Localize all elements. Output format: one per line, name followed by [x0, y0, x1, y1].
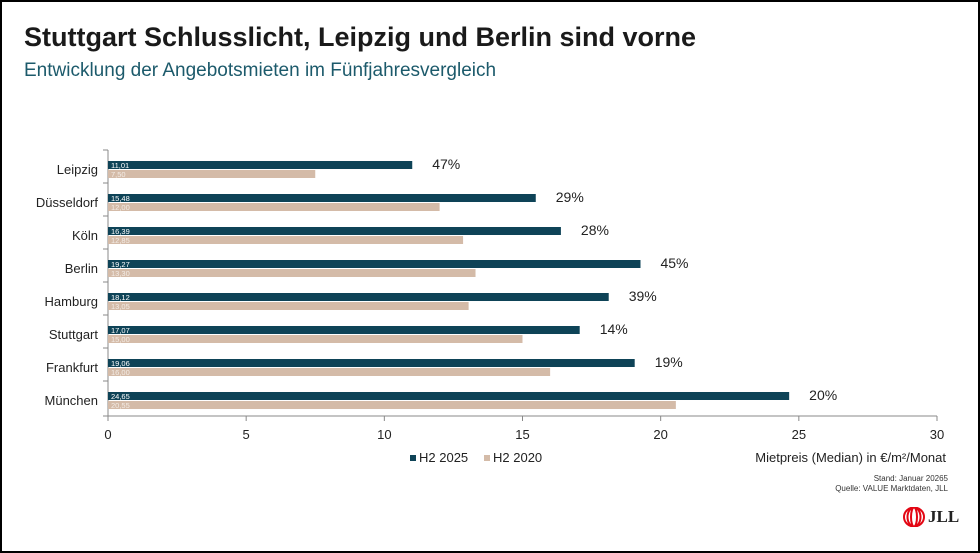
growth-label: 14%: [600, 321, 628, 337]
bar-h2-2025: [108, 260, 641, 268]
page-subtitle: Entwicklung der Angebotsmieten im Fünfja…: [24, 60, 497, 81]
category-label: Berlin: [65, 261, 98, 276]
bar-value-label: 11,01: [111, 161, 129, 170]
bar-value-label: 13,05: [111, 302, 130, 311]
x-tick-label: 5: [243, 427, 250, 442]
category-label: Frankfurt: [46, 360, 98, 375]
bar-h2-2025: [108, 326, 580, 334]
bar-h2-2020: [108, 302, 469, 310]
jll-logo-text: JLL: [928, 507, 960, 526]
legend-label: H2 2020: [493, 450, 542, 465]
growth-label: 45%: [660, 255, 688, 271]
bar-h2-2020: [108, 269, 476, 277]
bar-h2-2020: [108, 401, 676, 409]
bar-h2-2020: [108, 335, 523, 343]
x-tick-label: 30: [930, 427, 944, 442]
category-label: Düsseldorf: [36, 195, 99, 210]
growth-label: 47%: [432, 156, 460, 172]
bar-value-label: 19,06: [111, 359, 130, 368]
bar-h2-2020: [108, 236, 464, 244]
jll-logo-icon: [903, 507, 925, 527]
stand-note: Stand: Januar 20265: [873, 474, 948, 483]
bar-value-label: 12,00: [111, 203, 130, 212]
bar-value-label: 20,55: [111, 401, 130, 410]
bar-value-label: 15,48: [111, 194, 130, 203]
bar-h2-2020: [108, 203, 440, 211]
bar-h2-2025: [108, 227, 561, 235]
bar-value-label: 16,00: [111, 368, 130, 377]
legend-swatch: [410, 455, 416, 461]
bar-value-label: 12,85: [111, 236, 130, 245]
category-label: Köln: [72, 228, 98, 243]
growth-label: 28%: [581, 222, 609, 238]
bar-value-label: 15,00: [111, 335, 130, 344]
growth-label: 20%: [809, 387, 837, 403]
category-label: Stuttgart: [49, 327, 99, 342]
bar-value-label: 17,07: [111, 326, 130, 335]
bar-value-label: 24,65: [111, 392, 130, 401]
x-tick-label: 15: [515, 427, 529, 442]
bar-h2-2025: [108, 293, 609, 301]
legend-swatch: [484, 455, 490, 461]
bar-h2-2025: [108, 161, 413, 169]
source-note: Quelle: VALUE Marktdaten, JLL: [835, 484, 948, 493]
growth-label: 29%: [556, 189, 584, 205]
page-title: Stuttgart Schlusslicht, Leipzig und Berl…: [24, 22, 697, 52]
bar-h2-2020: [108, 170, 316, 178]
bar-value-label: 13,30: [111, 269, 130, 278]
bar-h2-2025: [108, 194, 536, 202]
x-axis-title: Mietpreis (Median) in €/m²/Monat: [755, 450, 946, 465]
x-tick-label: 0: [104, 427, 111, 442]
x-tick-label: 20: [653, 427, 667, 442]
growth-label: 39%: [629, 288, 657, 304]
jll-logo: JLL: [903, 507, 959, 527]
category-label: Leipzig: [57, 162, 98, 177]
legend-label: H2 2025: [419, 450, 468, 465]
bar-h2-2025: [108, 392, 790, 400]
bar-h2-2025: [108, 359, 635, 367]
bar-value-label: 7,50: [111, 170, 126, 179]
bar-value-label: 18,12: [111, 293, 130, 302]
growth-label: 19%: [655, 354, 683, 370]
bar-h2-2020: [108, 368, 551, 376]
bar-value-label: 19,27: [111, 260, 130, 269]
category-label: München: [45, 393, 98, 408]
x-tick-label: 10: [377, 427, 391, 442]
category-label: Hamburg: [45, 294, 98, 309]
bar-value-label: 16,39: [111, 227, 130, 236]
x-tick-label: 25: [792, 427, 806, 442]
